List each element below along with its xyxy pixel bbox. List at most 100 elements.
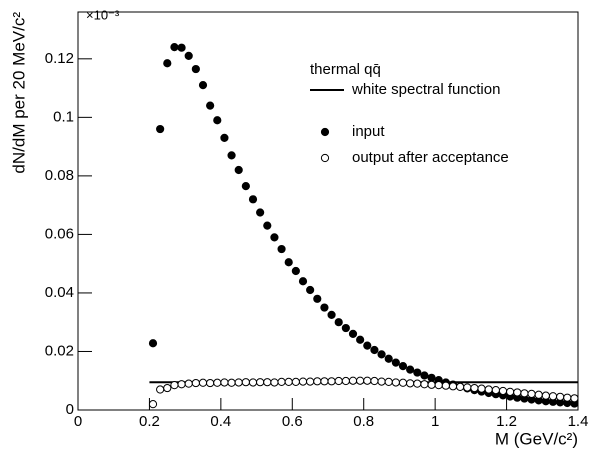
data-point <box>427 373 436 382</box>
legend-marker <box>320 127 330 137</box>
data-point <box>270 378 279 387</box>
y-tick-label: 0 <box>66 401 74 418</box>
y-tick-label: 0.06 <box>45 225 74 242</box>
data-point <box>456 382 465 391</box>
data-point <box>227 151 236 160</box>
x-tick-label: 0.4 <box>210 413 231 430</box>
data-point <box>441 381 450 390</box>
data-point <box>370 376 379 386</box>
y-axis-label: dN/dM per 20 MeV/c² <box>9 12 28 174</box>
x-tick-label: 0.2 <box>139 413 160 430</box>
data-point <box>248 378 258 387</box>
data-point <box>406 379 415 388</box>
data-point <box>470 383 479 393</box>
data-point <box>156 124 165 134</box>
data-point <box>241 182 250 191</box>
data-point <box>234 378 243 387</box>
data-point <box>256 208 265 217</box>
data-point <box>491 386 500 395</box>
data-point <box>213 378 222 387</box>
data-point <box>377 350 386 359</box>
data-point <box>291 377 300 387</box>
data-point <box>320 303 329 312</box>
data-point <box>527 389 536 399</box>
data-point <box>313 377 322 386</box>
data-point <box>227 378 236 387</box>
axis-multiplier: ×10⁻³ <box>86 7 120 22</box>
data-point <box>484 385 493 394</box>
data-point <box>534 390 543 399</box>
data-point <box>341 376 350 386</box>
data-point <box>427 380 436 389</box>
data-point <box>398 362 408 371</box>
x-tick-label: 0.6 <box>282 413 303 430</box>
data-point <box>284 377 293 387</box>
legend-marker <box>320 153 330 163</box>
data-point <box>327 310 336 319</box>
data-point <box>363 376 372 385</box>
data-point <box>356 376 365 385</box>
data-point <box>256 378 265 387</box>
data-point <box>320 377 329 386</box>
data-point <box>148 339 158 348</box>
data-point <box>391 378 400 387</box>
data-point <box>556 392 565 401</box>
data-point <box>148 400 158 409</box>
data-point <box>520 389 529 398</box>
data-point <box>220 133 229 142</box>
data-point <box>284 258 293 267</box>
data-point <box>248 195 258 204</box>
data-point <box>306 377 315 386</box>
data-point <box>541 391 550 400</box>
data-point <box>398 378 408 387</box>
x-tick-label: 1 <box>431 413 439 430</box>
data-point <box>177 380 186 389</box>
data-point <box>191 378 200 388</box>
plot-frame <box>77 11 579 411</box>
y-tick-label: 0.04 <box>45 284 74 301</box>
data-point <box>384 354 393 363</box>
legend-label: output after acceptance <box>352 149 509 166</box>
data-point <box>177 43 186 52</box>
legend-title: thermal qq̄ <box>310 61 381 78</box>
data-point <box>306 285 315 295</box>
legend-label: white spectral function <box>351 81 500 98</box>
data-point <box>334 376 343 386</box>
data-point <box>391 358 400 367</box>
data-point <box>206 101 215 110</box>
data-point <box>198 378 208 387</box>
data-point <box>163 59 172 68</box>
data-point <box>263 221 272 230</box>
data-point <box>213 116 222 125</box>
data-point <box>420 371 429 380</box>
y-tick-label: 0.02 <box>45 342 74 359</box>
data-point <box>513 388 522 397</box>
data-point <box>191 64 200 74</box>
data-point <box>348 376 358 385</box>
data-point <box>406 365 415 374</box>
data-point <box>198 81 208 90</box>
y-tick-label: 0.08 <box>45 167 74 184</box>
data-point <box>413 379 422 388</box>
data-point <box>356 335 365 344</box>
x-tick-label: 1.4 <box>568 413 589 430</box>
data-point <box>413 368 422 377</box>
data-point <box>220 378 229 387</box>
data-point <box>420 380 429 389</box>
data-point <box>298 277 308 286</box>
y-tick-label: 0.12 <box>45 50 74 67</box>
x-tick-label: 0 <box>74 413 82 430</box>
x-tick-label: 1.2 <box>496 413 517 430</box>
y-tick-label: 0.1 <box>53 108 74 125</box>
x-axis-label: M (GeV/c²) <box>495 429 578 448</box>
data-point <box>163 383 172 393</box>
data-point <box>548 392 558 401</box>
data-point <box>277 377 286 387</box>
data-point <box>341 323 350 333</box>
data-point <box>170 43 179 52</box>
data-point <box>434 381 443 390</box>
data-point <box>563 393 572 402</box>
x-tick-label: 0.8 <box>353 413 374 430</box>
data-point <box>498 386 508 396</box>
